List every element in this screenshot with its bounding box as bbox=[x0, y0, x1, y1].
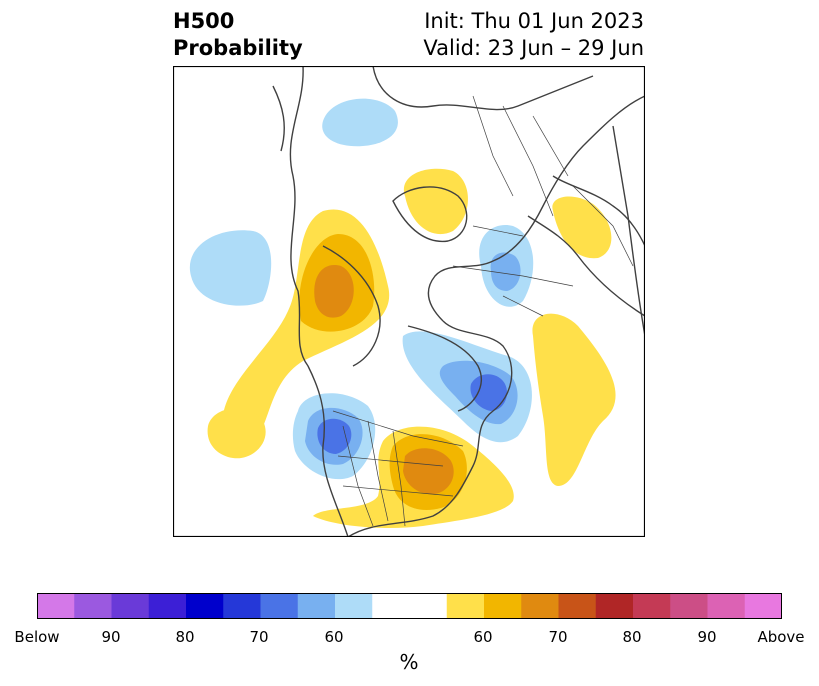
valid-range: Valid: 23 Jun – 29 Jun bbox=[423, 36, 644, 60]
colorbar-cell bbox=[223, 593, 262, 619]
title-product: Probability bbox=[173, 36, 303, 60]
anomaly-far-east-above bbox=[552, 196, 612, 259]
colorbar-cell bbox=[260, 593, 299, 619]
anomaly-east-us-above bbox=[313, 426, 514, 528]
colorbar-tick-label: 90 bbox=[697, 628, 717, 646]
colorbar-cell bbox=[74, 593, 113, 619]
colorbar-cell bbox=[521, 593, 560, 619]
colorbar bbox=[37, 593, 782, 619]
colorbar-tick-label: 90 bbox=[101, 628, 121, 646]
colorbar-cell bbox=[37, 593, 75, 619]
colorbar-cell bbox=[111, 593, 150, 619]
colorbar-cell bbox=[558, 593, 597, 619]
colorbar-cell bbox=[446, 593, 485, 619]
colorbar-cell bbox=[409, 593, 448, 619]
map-frame bbox=[173, 66, 645, 537]
anomaly-north-pacific-below bbox=[189, 230, 272, 306]
anomaly-russia-below bbox=[479, 225, 534, 307]
colorbar-unit: % bbox=[399, 650, 419, 674]
anomaly-arctic-below bbox=[322, 98, 398, 147]
colorbar-tick-label: 60 bbox=[324, 628, 344, 646]
probability-map bbox=[173, 66, 645, 537]
colorbar-tick-label: Below bbox=[14, 628, 60, 646]
colorbar-cell bbox=[595, 593, 634, 619]
colorbar-tick-label: 70 bbox=[548, 628, 568, 646]
colorbar-tick-label: 60 bbox=[473, 628, 493, 646]
colorbar-cell bbox=[335, 593, 373, 619]
anomaly-scandinavia-above bbox=[403, 168, 468, 235]
colorbar-cell bbox=[633, 593, 671, 619]
colorbar-cell bbox=[372, 593, 411, 619]
colorbar-cell bbox=[297, 593, 336, 619]
colorbar-tick-label: 80 bbox=[175, 628, 195, 646]
coastlines bbox=[272, 66, 645, 537]
anomaly-north-atlantic-above bbox=[532, 313, 616, 486]
colorbar-cell bbox=[744, 593, 782, 619]
init-date: Init: Thu 01 Jun 2023 bbox=[424, 9, 644, 33]
colorbar-tick-label: Above bbox=[757, 628, 805, 646]
title-right: Init: Thu 01 Jun 2023 Valid: 23 Jun – 29… bbox=[423, 8, 644, 62]
anomaly-east-pacific-above bbox=[207, 408, 266, 459]
title-variable: H500 bbox=[173, 9, 235, 33]
anomaly-alaska-above bbox=[222, 209, 390, 451]
title-left: H500 Probability bbox=[173, 8, 303, 62]
colorbar-cell bbox=[186, 593, 224, 619]
colorbar-cell bbox=[148, 593, 187, 619]
political-borders bbox=[332, 95, 634, 527]
colorbar-cell bbox=[670, 593, 709, 619]
colorbar-cell bbox=[707, 593, 746, 619]
colorbar-tick-label: 70 bbox=[249, 628, 269, 646]
colorbar-tick-label: 80 bbox=[622, 628, 642, 646]
colorbar-cell bbox=[484, 593, 522, 619]
